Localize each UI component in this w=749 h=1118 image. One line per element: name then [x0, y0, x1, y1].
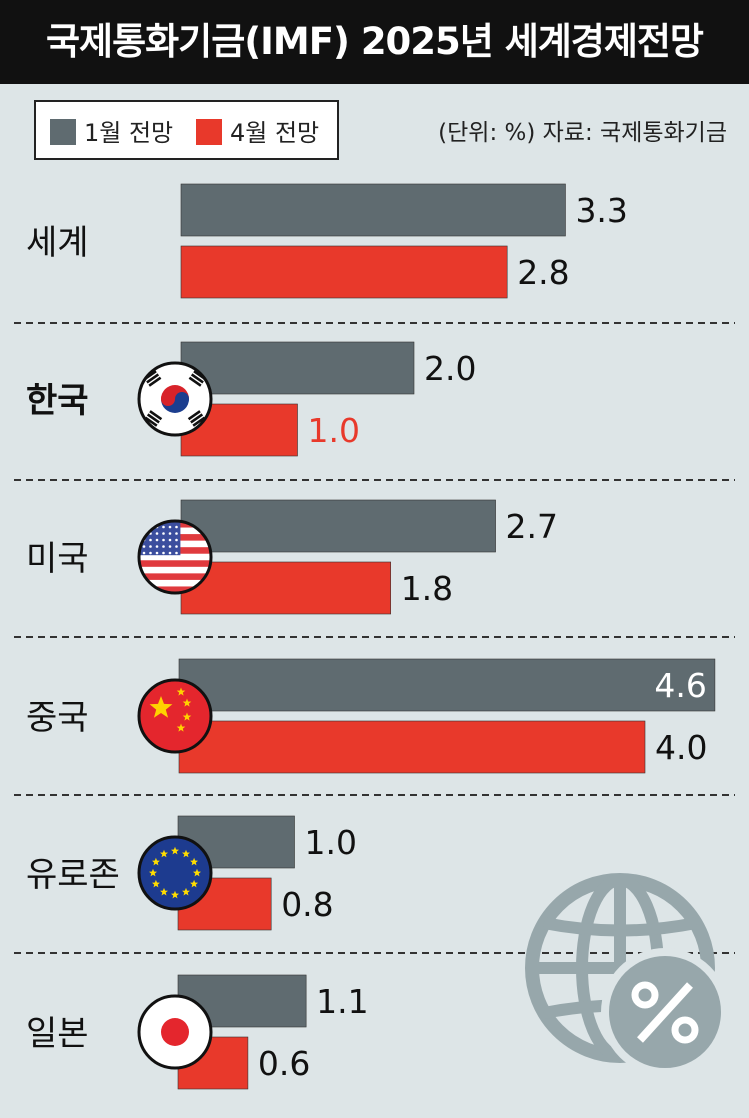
value-label: 2.8 — [517, 253, 569, 292]
category-label: 한국 — [26, 381, 89, 421]
value-label: 1.0 — [308, 411, 360, 450]
source-note: (단위: %) 자료: 국제통화기금 — [438, 120, 727, 146]
category-label: 일본 — [26, 1014, 89, 1054]
bar-april — [180, 561, 391, 615]
legend-swatch-april — [196, 119, 222, 145]
value-label: 3.3 — [575, 191, 627, 230]
legend-label-january: 1월 전망 — [84, 119, 174, 147]
legend-swatch-january — [50, 119, 76, 145]
korea-flag-icon — [137, 361, 213, 437]
bar-january — [180, 183, 566, 237]
category-label: 세계 — [26, 223, 89, 263]
value-label: 0.6 — [258, 1044, 310, 1083]
bar-january — [180, 341, 415, 395]
value-label: 1.1 — [316, 982, 368, 1021]
legend: 1월 전망 4월 전망 — [34, 100, 339, 160]
title-bar: 국제통화기금(IMF) 2025년 세계경제전망 — [0, 0, 749, 84]
category-label: 미국 — [26, 539, 89, 579]
chart-title: 국제통화기금(IMF) 2025년 세계경제전망 — [46, 20, 704, 63]
category-label: 중국 — [26, 698, 89, 738]
bar-january — [180, 499, 496, 553]
value-label: 4.0 — [655, 728, 707, 767]
category-label: 유로존 — [26, 855, 120, 895]
value-label: 1.8 — [401, 569, 453, 608]
value-label: 0.8 — [281, 885, 333, 924]
globe-percent-icon — [525, 873, 729, 1076]
bar-april — [180, 245, 508, 299]
value-label: 2.0 — [424, 349, 476, 388]
value-label: 2.7 — [506, 507, 558, 546]
value-label: 1.0 — [305, 823, 357, 862]
eu-flag-icon — [137, 835, 213, 911]
japan-flag-icon — [137, 994, 213, 1070]
usa-flag-icon — [137, 519, 213, 595]
china-flag-icon — [137, 678, 213, 754]
legend-label-april: 4월 전망 — [230, 119, 320, 147]
bar-april — [178, 720, 646, 774]
value-label: 4.6 — [654, 666, 706, 705]
bar-january — [178, 658, 716, 712]
